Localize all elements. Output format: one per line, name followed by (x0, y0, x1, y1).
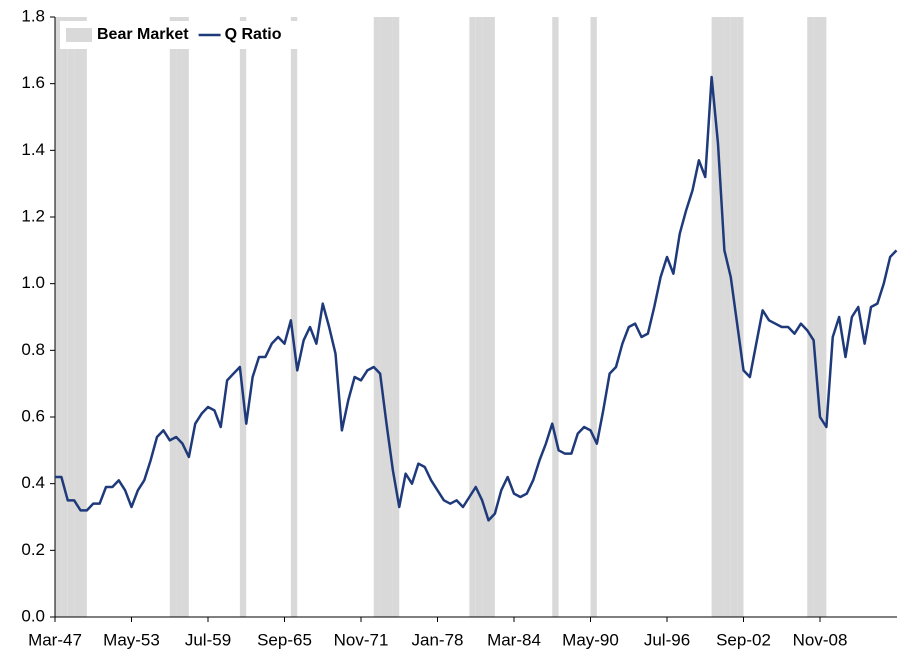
x-tick-label: Jan-78 (412, 630, 464, 649)
bear-band (176, 17, 183, 617)
bear-band (55, 17, 62, 617)
bear-band (820, 17, 827, 617)
bear-band (80, 17, 87, 617)
bear-band (61, 17, 68, 617)
bear-band (475, 17, 483, 617)
bear-band (718, 17, 725, 617)
bear-band (590, 17, 597, 617)
bear-band (813, 17, 820, 617)
bear-band (239, 17, 247, 617)
legend-label: Q Ratio (225, 26, 282, 43)
bear-band (169, 17, 177, 617)
bear-band (482, 17, 489, 617)
x-tick-label: May-53 (103, 630, 160, 649)
bear-band (730, 17, 738, 617)
y-tick-label: 1.0 (21, 273, 45, 292)
bear-band (737, 17, 744, 617)
y-tick-label: 1.8 (21, 6, 45, 25)
bear-band (711, 17, 718, 617)
q-ratio-line (55, 75, 898, 522)
bear-band (182, 17, 189, 617)
x-tick-label: Jul-59 (185, 630, 231, 649)
y-tick-label: 0.4 (21, 473, 45, 492)
x-tick-label: Nov-71 (334, 630, 389, 649)
bear-band (724, 17, 731, 617)
legend-label: Bear Market (97, 26, 189, 43)
bear-band (552, 17, 559, 617)
bear-band (386, 17, 393, 617)
x-tick-label: Jul-96 (644, 630, 690, 649)
x-tick-label: Sep-65 (257, 630, 312, 649)
y-tick-label: 0.2 (21, 540, 45, 559)
y-tick-label: 1.4 (21, 140, 45, 159)
y-tick-label: 1.2 (21, 206, 45, 225)
y-tick-label: 0.6 (21, 406, 45, 425)
bear-band (488, 17, 495, 617)
x-tick-label: May-90 (562, 630, 619, 649)
x-tick-label: Sep-02 (716, 630, 771, 649)
bear-band (392, 17, 400, 617)
legend-swatch (66, 28, 92, 42)
x-tick-label: Nov-08 (793, 630, 848, 649)
x-tick-label: Mar-47 (28, 630, 82, 649)
bear-band (807, 17, 814, 617)
bear-band (373, 17, 381, 617)
y-tick-label: 1.6 (21, 73, 45, 92)
x-tick-label: Mar-84 (487, 630, 541, 649)
bear-band (67, 17, 75, 617)
legend-box (60, 21, 335, 49)
y-tick-label: 0.8 (21, 340, 45, 359)
bear-band (469, 17, 476, 617)
bear-band (290, 17, 298, 617)
bear-band (380, 17, 387, 617)
bear-band (74, 17, 81, 617)
y-tick-label: 0.0 (21, 606, 45, 625)
